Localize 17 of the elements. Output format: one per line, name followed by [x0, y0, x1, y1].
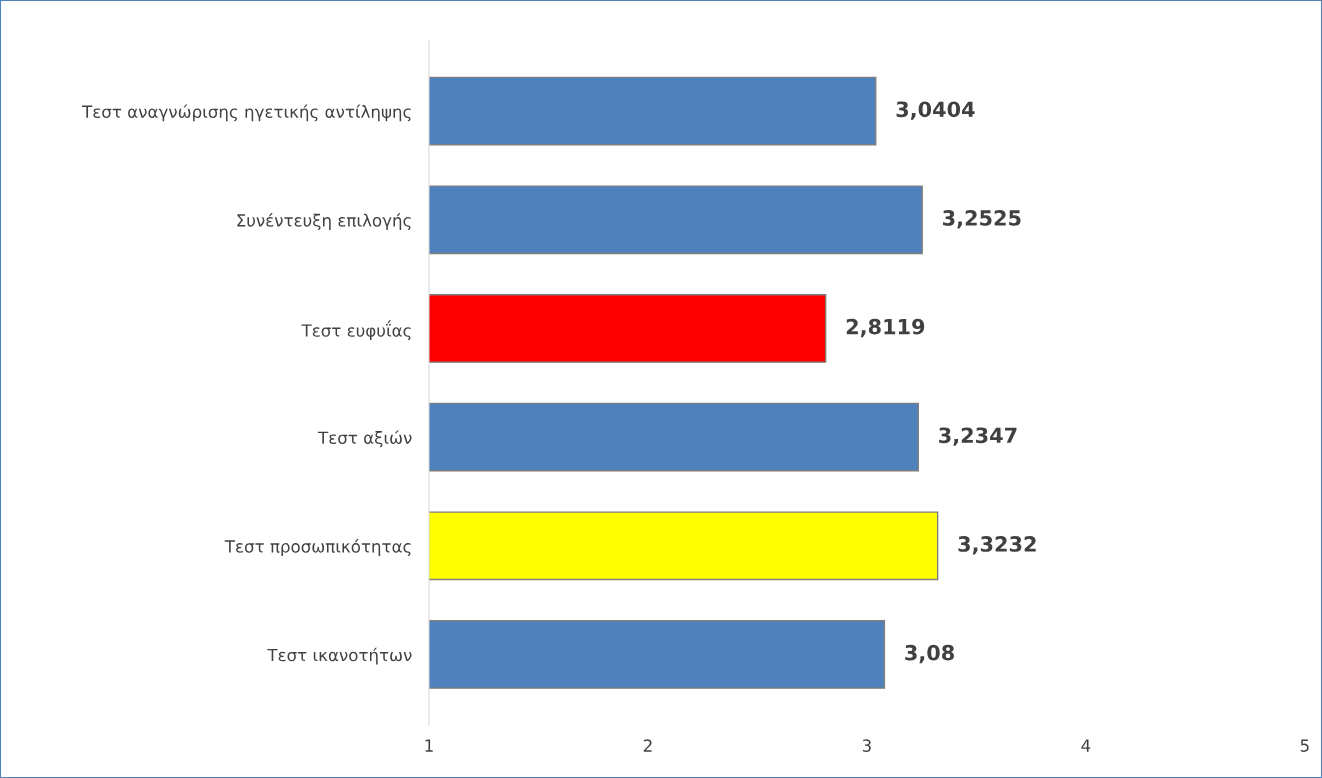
data-label: 3,0404: [896, 101, 975, 120]
data-label: 3,08: [905, 644, 954, 664]
x-tick-label: 3: [862, 739, 871, 752]
x-tick-label: 1: [425, 739, 433, 752]
data-label: 2,8119: [846, 318, 925, 338]
y-tick-label: Τεστ ικανοτήτων: [267, 647, 412, 665]
y-tick-label: Τεστ αξιών: [318, 430, 412, 448]
x-tick-label: 5: [1300, 739, 1309, 752]
x-tick-label: 2: [643, 739, 652, 752]
y-tick-label: Τεστ προσωπικότητας: [224, 539, 411, 556]
data-label: 3,3232: [958, 536, 1036, 555]
y-tick-label: Τεστ ευφυΐας: [301, 320, 411, 341]
x-tick-label: 4: [1081, 739, 1091, 752]
y-tick-label: Συνέντευξη επιλογής: [237, 213, 411, 230]
data-label: 3,2525: [943, 210, 1021, 229]
data-label: 3,2347: [939, 427, 1017, 446]
y-tick-label: Τεστ αναγνώρισης ηγετικής αντίληψης: [82, 104, 411, 122]
